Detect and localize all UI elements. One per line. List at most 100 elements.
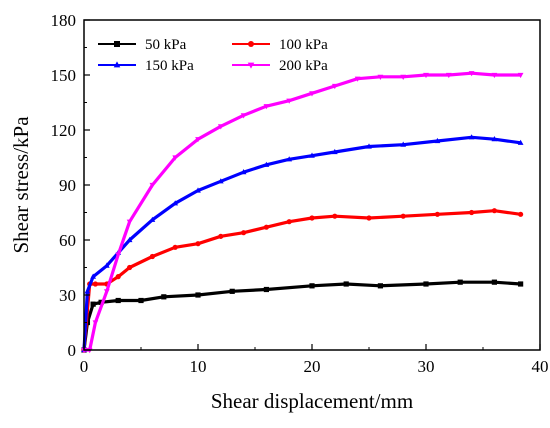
data-point <box>195 187 201 193</box>
legend-marker <box>247 62 255 69</box>
data-point <box>103 262 110 268</box>
x-tick-label: 30 <box>418 357 435 376</box>
data-point <box>366 215 372 221</box>
series-layer <box>81 71 524 354</box>
x-tick-label: 40 <box>532 357 549 376</box>
y-axis-title: Shear stress/kPa <box>9 116 33 254</box>
data-point <box>263 224 269 230</box>
data-point <box>434 211 440 217</box>
x-tick-label: 0 <box>80 357 89 376</box>
y-tick-label: 180 <box>51 11 77 30</box>
x-axis-title: Shear displacement/mm <box>211 389 413 413</box>
data-point <box>400 213 406 219</box>
data-point <box>115 252 122 258</box>
data-point <box>218 233 224 239</box>
data-point <box>263 161 270 167</box>
y-tick-label: 30 <box>59 286 76 305</box>
data-point <box>263 286 269 293</box>
data-point <box>491 136 498 142</box>
data-point <box>90 301 96 307</box>
data-point <box>517 72 524 79</box>
data-point <box>138 297 144 304</box>
y-tick-label: 0 <box>68 341 77 360</box>
ticks-layer: 0 10 20 30 40 0 30 60 90 120 150 180 <box>51 11 549 376</box>
data-point <box>377 74 384 80</box>
x-tick-label: 10 <box>190 357 207 376</box>
y-tick-label: 120 <box>51 121 77 140</box>
data-point <box>90 273 96 279</box>
data-point <box>172 200 179 206</box>
data-point <box>149 253 155 260</box>
series-line <box>84 71 521 352</box>
y-tick-label: 60 <box>59 231 76 250</box>
data-point <box>400 74 407 80</box>
legend-marker <box>113 61 121 68</box>
series-line <box>82 280 521 351</box>
data-point <box>517 139 524 145</box>
data-point <box>92 281 99 287</box>
y-tick-label: 90 <box>59 176 76 195</box>
data-point <box>286 98 293 104</box>
data-point <box>309 215 315 221</box>
data-point <box>84 288 91 294</box>
data-point <box>126 219 133 225</box>
series-0 <box>81 279 524 353</box>
data-point <box>240 169 247 175</box>
data-point <box>331 148 338 155</box>
data-point <box>366 143 372 149</box>
data-point <box>354 76 361 82</box>
data-point <box>126 236 133 243</box>
data-point <box>217 124 224 130</box>
data-point <box>309 91 315 97</box>
data-point <box>468 71 475 77</box>
data-point <box>195 137 201 143</box>
data-point <box>332 213 338 219</box>
legend-entry: 100 kPa <box>232 37 328 53</box>
data-point <box>195 292 201 298</box>
x-tick-label: 20 <box>304 357 321 376</box>
data-point <box>518 211 524 217</box>
data-point <box>217 178 224 184</box>
y-tick-label: 150 <box>51 66 77 85</box>
series-1 <box>81 208 524 353</box>
data-point <box>491 279 497 285</box>
legend-marker <box>114 41 120 47</box>
series-3 <box>81 71 524 354</box>
series-line <box>82 135 521 351</box>
data-point <box>195 241 201 247</box>
data-point <box>241 230 247 236</box>
data-point <box>240 113 247 119</box>
data-point <box>491 208 497 214</box>
legend-marker <box>248 41 254 47</box>
legend-label: 100 kPa <box>279 37 328 53</box>
data-point <box>309 152 315 158</box>
legend-label: 50 kPa <box>145 37 187 53</box>
data-point <box>172 244 178 250</box>
data-point <box>149 216 156 222</box>
data-point <box>161 294 167 300</box>
legend: 50 kPa 100 kPa 150 kPa 200 kPa <box>98 37 328 74</box>
data-point <box>115 297 121 304</box>
series-2 <box>81 134 524 353</box>
data-point <box>400 141 407 147</box>
data-point <box>377 283 383 289</box>
data-point <box>286 219 292 225</box>
series-line <box>82 209 521 351</box>
data-point <box>423 281 429 287</box>
data-point <box>434 137 441 144</box>
data-point <box>423 72 429 79</box>
data-point <box>172 155 179 161</box>
legend-entry: 200 kPa <box>232 58 328 74</box>
data-point <box>309 283 315 289</box>
data-point <box>149 182 156 189</box>
data-point <box>115 274 121 280</box>
data-point <box>92 320 99 326</box>
data-point <box>445 72 452 79</box>
data-point <box>127 264 133 271</box>
data-point <box>469 209 475 216</box>
data-point <box>457 279 463 285</box>
data-point <box>468 134 475 140</box>
data-point <box>343 281 349 287</box>
